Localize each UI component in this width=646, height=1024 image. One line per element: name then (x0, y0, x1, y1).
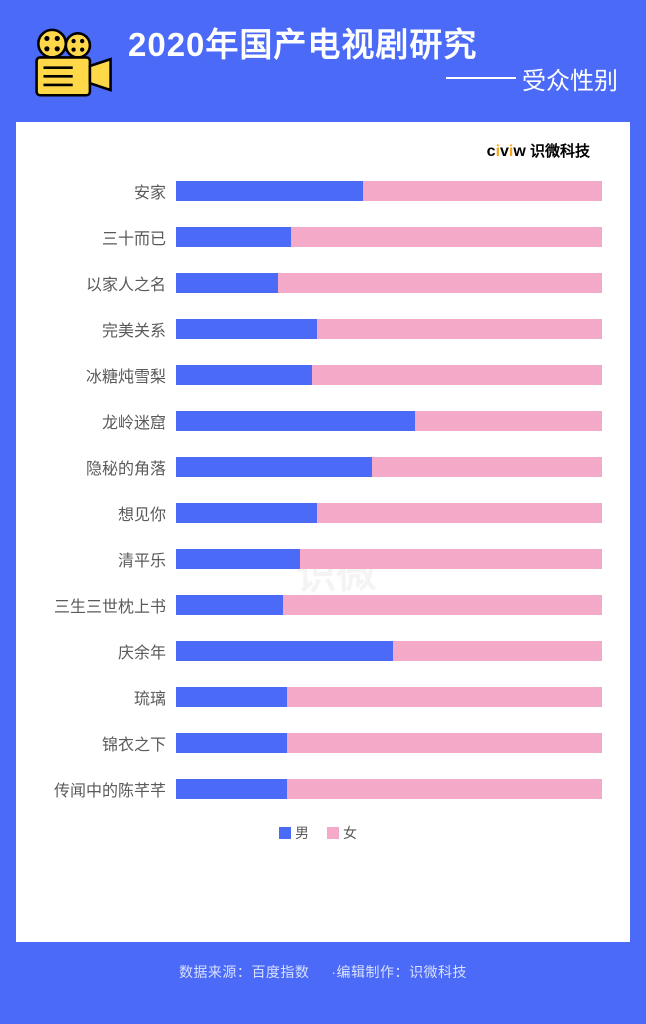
bar-male (176, 365, 312, 385)
bar-male (176, 779, 287, 799)
chart-row: 以家人之名 (26, 271, 602, 295)
row-label: 传闻中的陈芊芊 (26, 777, 176, 801)
bar-wrap (176, 549, 602, 569)
bar-male (176, 687, 287, 707)
chart-row: 三生三世枕上书 (26, 593, 602, 617)
bar-wrap (176, 411, 602, 431)
bar-female (291, 227, 602, 247)
chart-panel: civiw 识微科技 识微 安家三十而已以家人之名完美关系冰糖炖雪梨龙岭迷窟隐秘… (16, 122, 630, 942)
subtitle: 受众性别 (522, 61, 618, 96)
chart-row: 锦衣之下 (26, 731, 602, 755)
row-label: 清平乐 (26, 547, 176, 571)
row-label: 想见你 (26, 501, 176, 525)
bar-female (415, 411, 602, 431)
camera-icon (28, 28, 114, 104)
bar-male (176, 595, 283, 615)
bar-male (176, 227, 291, 247)
legend-male: 男 (279, 823, 309, 843)
row-label: 隐秘的角落 (26, 455, 176, 479)
bar-female (393, 641, 602, 661)
brand-c: c (487, 143, 496, 160)
bar-female (363, 181, 602, 201)
row-label: 以家人之名 (26, 271, 176, 295)
bar-wrap (176, 733, 602, 753)
bar-female (287, 779, 602, 799)
chart-row: 清平乐 (26, 547, 602, 571)
brand-logo: civiw 识微科技 (26, 140, 610, 171)
legend: 男 女 (26, 823, 610, 843)
bar-female (287, 733, 602, 753)
row-label: 安家 (26, 179, 176, 203)
bar-male (176, 503, 317, 523)
bar-female (317, 503, 602, 523)
bar-wrap (176, 227, 602, 247)
editor-label: ·编辑制作： (331, 964, 409, 980)
row-label: 完美关系 (26, 317, 176, 341)
bar-wrap (176, 273, 602, 293)
bar-male (176, 319, 317, 339)
chart-row: 三十而已 (26, 225, 602, 249)
row-label: 锦衣之下 (26, 731, 176, 755)
editor-value: 识微科技 (409, 964, 467, 980)
infographic-container: 2020年国产电视剧研究 受众性别 civiw 识微科技 识微 安家三十而已以家… (0, 0, 646, 1024)
header: 2020年国产电视剧研究 受众性别 (0, 0, 646, 122)
footer: 数据来源：百度指数 ·编辑制作：识微科技 (0, 942, 646, 982)
legend-male-label: 男 (295, 823, 309, 843)
bar-wrap (176, 181, 602, 201)
legend-male-swatch (279, 827, 291, 839)
bar-wrap (176, 687, 602, 707)
source-label: 数据来源： (179, 964, 252, 980)
row-label: 三生三世枕上书 (26, 593, 176, 617)
bar-male (176, 181, 363, 201)
bar-wrap (176, 595, 602, 615)
bar-male (176, 457, 372, 477)
chart-row: 冰糖炖雪梨 (26, 363, 602, 387)
bar-female (372, 457, 602, 477)
title-block: 2020年国产电视剧研究 受众性别 (128, 24, 618, 96)
row-label: 龙岭迷窟 (26, 409, 176, 433)
chart-row: 庆余年 (26, 639, 602, 663)
bar-female (287, 687, 602, 707)
bar-female (300, 549, 602, 569)
row-label: 琉璃 (26, 685, 176, 709)
bar-female (312, 365, 602, 385)
bar-male (176, 273, 278, 293)
bar-male (176, 733, 287, 753)
brand-v: v (500, 143, 509, 160)
bar-wrap (176, 365, 602, 385)
row-label: 三十而已 (26, 225, 176, 249)
legend-female: 女 (327, 823, 357, 843)
brand-suffix: 识微科技 (526, 143, 590, 160)
bar-wrap (176, 319, 602, 339)
bar-wrap (176, 457, 602, 477)
chart-row: 隐秘的角落 (26, 455, 602, 479)
legend-female-swatch (327, 827, 339, 839)
bar-male (176, 549, 300, 569)
bar-female (283, 595, 603, 615)
stacked-bar-chart: 安家三十而已以家人之名完美关系冰糖炖雪梨龙岭迷窟隐秘的角落想见你清平乐三生三世枕… (26, 171, 610, 801)
chart-row: 完美关系 (26, 317, 602, 341)
bar-female (317, 319, 602, 339)
bar-wrap (176, 779, 602, 799)
chart-row: 想见你 (26, 501, 602, 525)
bar-wrap (176, 641, 602, 661)
bar-male (176, 641, 393, 661)
chart-row: 琉璃 (26, 685, 602, 709)
source-value: 百度指数 (251, 964, 309, 980)
chart-row: 龙岭迷窟 (26, 409, 602, 433)
row-label: 庆余年 (26, 639, 176, 663)
bar-wrap (176, 503, 602, 523)
bar-male (176, 411, 415, 431)
bar-female (278, 273, 602, 293)
subtitle-dash (446, 77, 516, 79)
legend-female-label: 女 (343, 823, 357, 843)
brand-w: w (513, 143, 525, 160)
chart-row: 安家 (26, 179, 602, 203)
row-label: 冰糖炖雪梨 (26, 363, 176, 387)
chart-row: 传闻中的陈芊芊 (26, 777, 602, 801)
